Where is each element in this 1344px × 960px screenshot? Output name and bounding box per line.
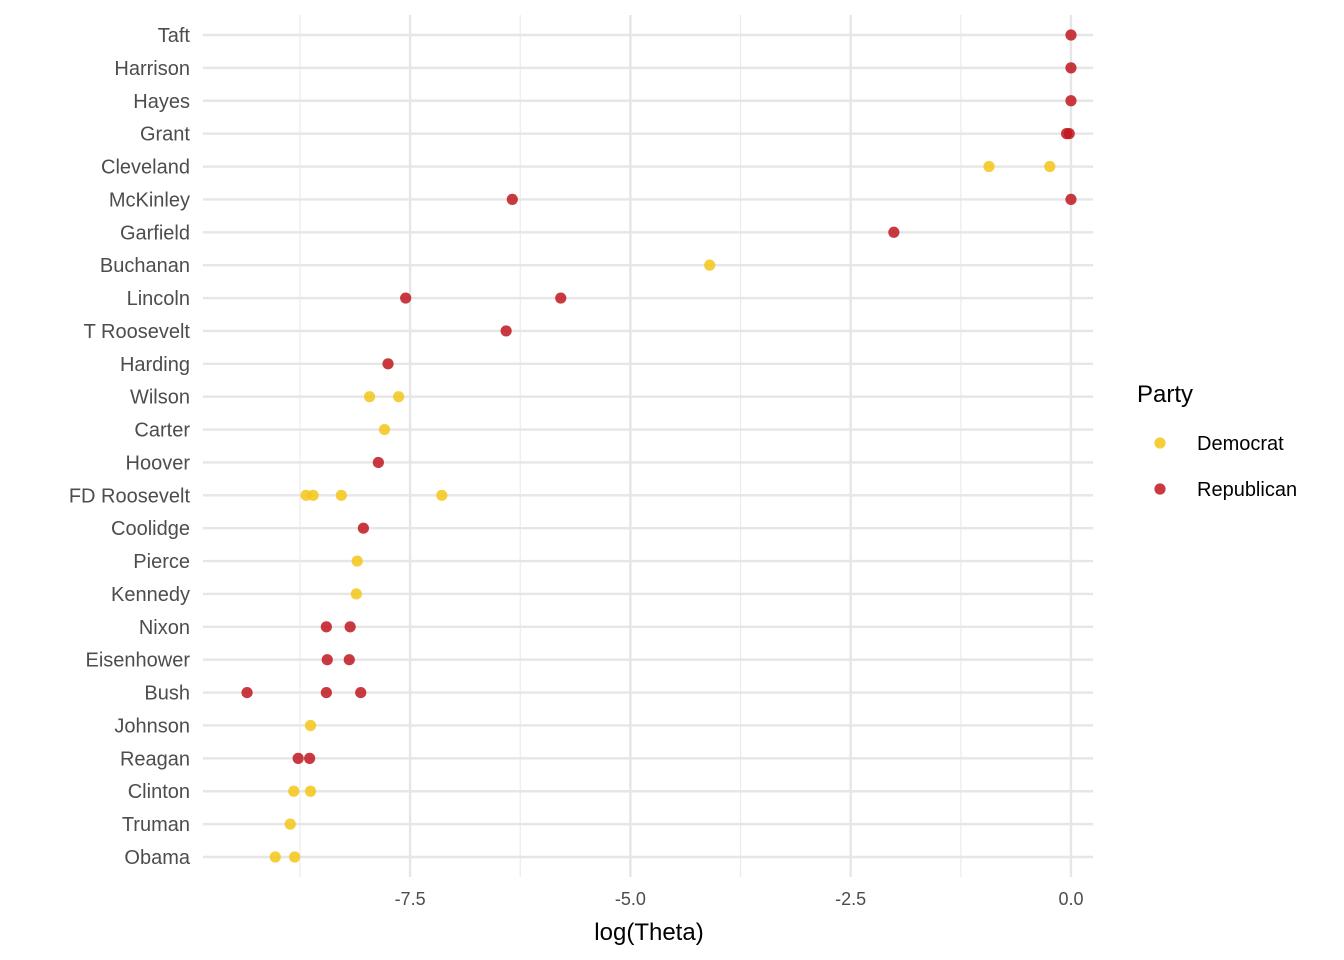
data-point-republican [321,654,333,666]
data-point-democrat [436,489,448,501]
y-tick-label: Hoover [126,452,191,474]
y-tick-label: Johnson [114,715,190,737]
data-point-republican [555,292,567,304]
y-tick-label: Eisenhower [85,650,190,672]
data-point-republican [382,358,394,370]
y-tick-label: Kennedy [111,584,190,606]
x-axis-label: log(Theta) [594,919,703,946]
x-tick-label: -5.0 [615,889,646,909]
y-tick-label: Hayes [133,91,190,113]
y-tick-label: Taft [158,25,191,47]
grid-minor-lines [299,15,962,877]
data-point-republican [400,292,412,304]
y-tick-label: Buchanan [100,255,190,277]
data-point-democrat [269,851,281,863]
data-point-republican [888,226,900,238]
data-point-democrat [1044,160,1056,173]
data-point-republican [304,752,316,764]
y-tick-label: Harding [120,354,190,376]
data-point-republican [343,654,355,666]
legend: Party Democrat Republican [1137,381,1297,501]
data-points [241,29,1077,863]
y-tick-label: Clinton [128,781,190,803]
y-tick-label: Obama [124,847,190,869]
y-tick-label: Bush [144,683,190,705]
y-tick-label: Lincoln [127,288,190,310]
data-point-republican [500,325,512,337]
y-tick-label: Reagan [120,748,190,770]
data-point-democrat [393,391,405,403]
x-tick-label: 0.0 [1058,889,1083,909]
data-point-democrat [363,391,376,403]
grid-major-horizontal-lines [203,33,1093,859]
data-point-democrat [304,785,317,797]
x-tick-label: -2.5 [835,889,866,909]
data-point-republican [1065,29,1077,41]
y-tick-label: FD Roosevelt [69,485,191,507]
legend-key-republican [1154,483,1166,495]
legend-title: Party [1137,381,1193,408]
y-tick-label: Wilson [130,387,190,409]
data-point-republican [1065,95,1077,107]
data-point-republican [357,522,369,534]
data-point-republican [344,621,356,633]
data-point-democrat [284,818,296,830]
y-tick-label: McKinley [109,189,190,211]
data-point-democrat [704,259,716,271]
x-axis-tick-labels: -7.5 -5.0 -2.5 0.0 [395,889,1084,909]
y-axis-tick-labels: Taft Harrison Hayes Grant Cleveland McKinley G… [69,25,191,869]
y-tick-label: Nixon [139,617,190,639]
y-tick-label: Truman [122,814,190,836]
data-point-democrat [304,719,317,732]
data-point-republican [292,752,304,764]
data-point-democrat [983,160,995,173]
data-point-republican [1063,128,1075,140]
grid-major-vertical-lines [408,15,1073,877]
y-tick-label: Harrison [114,58,190,80]
data-point-republican [320,687,332,699]
data-point-republican [1065,62,1077,74]
data-point-republican [1065,193,1077,205]
data-point-democrat [307,489,319,501]
data-point-democrat [351,555,363,567]
legend-label-democrat: Democrat [1197,433,1284,455]
data-point-republican [320,621,332,633]
legend-label-republican: Republican [1197,479,1297,501]
data-point-republican [241,687,253,699]
data-point-republican [506,193,518,205]
y-tick-label: T Roosevelt [84,321,191,343]
data-point-republican [372,456,384,469]
data-point-democrat [335,489,347,501]
legend-entries: Democrat Republican [1154,433,1297,501]
data-point-democrat [378,423,391,436]
y-tick-label: Grant [140,124,190,146]
data-point-democrat [350,588,362,600]
legend-key-democrat [1154,437,1166,449]
y-tick-label: Pierce [133,551,190,573]
data-point-democrat [289,851,301,863]
data-point-republican [355,687,367,699]
y-tick-label: Garfield [120,222,190,244]
y-tick-label: Cleveland [101,157,190,179]
y-tick-label: Carter [134,420,190,442]
y-tick-label: Coolidge [111,518,190,540]
x-tick-label: -7.5 [395,889,426,909]
data-point-democrat [288,785,300,797]
